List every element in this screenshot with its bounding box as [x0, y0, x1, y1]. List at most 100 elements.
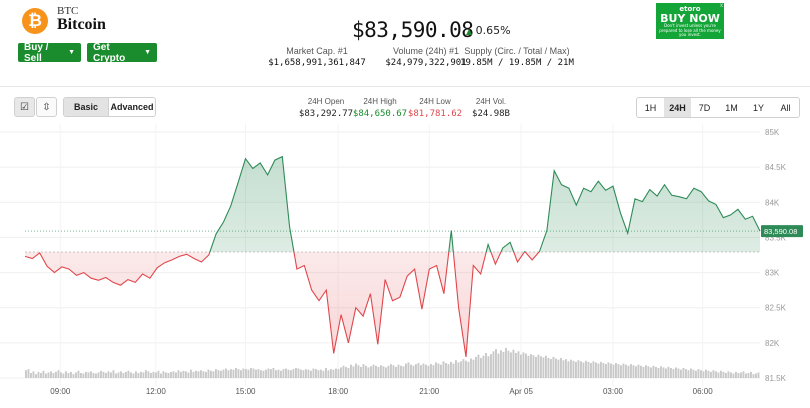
volume-bar — [170, 371, 172, 378]
advanced-mode-button[interactable]: Advanced — [108, 98, 155, 116]
volume-bar — [42, 370, 45, 378]
last-price-text: 83,590.08 — [764, 227, 797, 236]
bitcoin-logo-icon: ₿ — [22, 8, 48, 34]
volume-bar — [335, 368, 337, 378]
timeframe-24h[interactable]: 24H — [664, 98, 691, 117]
caret-down-icon: ▼ — [68, 49, 75, 56]
volume-bar — [600, 361, 602, 378]
volume-bar — [302, 370, 305, 378]
volume-bar — [415, 364, 417, 378]
volume-bar — [25, 370, 27, 378]
timeframe-all[interactable]: All — [780, 102, 791, 113]
get-crypto-button[interactable]: Get Crypto ▼ — [87, 41, 157, 64]
volume-bar — [602, 363, 605, 378]
price-change-pct: 0.65% — [475, 24, 511, 37]
volume-bar — [510, 352, 512, 378]
volume-bar — [427, 365, 430, 378]
supply-label: Supply (Circ. / Total / Max) — [464, 46, 570, 56]
volume-bar — [480, 358, 482, 378]
volume-bar — [462, 359, 465, 378]
volume-bar — [282, 369, 285, 378]
basic-mode-button[interactable]: Basic — [64, 98, 109, 116]
volume-bar — [140, 371, 142, 378]
volume-bar — [365, 365, 367, 378]
volume-bar — [402, 366, 405, 378]
volume-bar — [490, 354, 492, 378]
volume-bar — [712, 370, 715, 378]
ad-close-icon[interactable]: x — [720, 3, 723, 9]
volume-bar — [722, 371, 725, 378]
volume-bar — [107, 371, 110, 378]
volume-bar — [97, 372, 100, 378]
volume-bar — [392, 365, 395, 378]
volume-bar — [627, 365, 630, 378]
volume-bar — [220, 370, 222, 378]
timeframe-1h[interactable]: 1H — [644, 102, 657, 113]
chart-type-button[interactable]: ☑ — [14, 97, 35, 117]
volume-bar — [240, 370, 242, 378]
low-label: 24H Low — [419, 97, 451, 106]
volume-bar — [537, 354, 540, 378]
volume-bar — [515, 353, 517, 378]
timeframe-7d[interactable]: 7D — [698, 102, 711, 113]
volume-bar — [470, 358, 472, 378]
volume-bar — [157, 370, 160, 378]
volume-bar — [687, 370, 690, 378]
volume-bar — [477, 354, 480, 378]
timeframe-1m[interactable]: 1M — [725, 102, 738, 113]
volume-bar — [52, 373, 55, 378]
volume-bar — [742, 371, 745, 378]
volume-bar — [570, 359, 572, 378]
volume-bar — [472, 359, 475, 378]
volume-bar — [237, 369, 240, 378]
volume-bar — [60, 372, 62, 378]
volume-bar — [575, 361, 577, 378]
volume-bar — [540, 356, 542, 378]
volume-bar — [337, 369, 340, 378]
volume-bar — [610, 363, 612, 378]
volume-bar — [412, 365, 415, 378]
volume-bar — [122, 373, 125, 378]
get-crypto-label: Get Crypto — [93, 41, 126, 64]
volume-bar — [160, 373, 162, 378]
volume-bar — [432, 365, 435, 378]
volume-bar — [27, 369, 30, 378]
volume-bar — [542, 357, 545, 378]
volume-bar — [380, 365, 382, 378]
volume-bar — [112, 370, 115, 378]
volume-bar — [132, 373, 135, 378]
buy-sell-button[interactable]: Buy / Sell ▼ — [18, 42, 81, 64]
volume-bar — [650, 367, 652, 378]
volume-bar — [345, 366, 347, 378]
etoro-ad-banner[interactable]: x etoro BUY NOW Don't invest unless you'… — [656, 3, 724, 39]
compare-button[interactable]: ⇳ — [36, 97, 57, 117]
y-tick-label: 83K — [765, 269, 780, 278]
volume-bar — [580, 361, 582, 378]
volume-bar — [320, 369, 322, 378]
volume-bar — [180, 371, 182, 378]
volume-bar — [442, 361, 445, 378]
volume-bar — [397, 364, 400, 378]
volume-bar — [525, 353, 527, 378]
price-chart[interactable]: 85K 84.5K 84K 83.5K 83K 82.5K 82K 81.5K 09:00 12… — [0, 124, 810, 408]
volume-bar — [270, 369, 272, 378]
volume-bar — [550, 359, 552, 378]
volume-bar — [372, 364, 375, 378]
y-tick-label: 81.5K — [765, 374, 787, 383]
volume-bar — [595, 362, 597, 378]
volume-bar — [65, 371, 67, 378]
timeframe-1y[interactable]: 1Y — [752, 102, 764, 113]
volume-bar — [150, 373, 152, 378]
volume-bar — [325, 368, 327, 378]
volume-bar — [577, 360, 580, 378]
volume-bar — [35, 374, 37, 378]
volume-bar — [192, 371, 195, 378]
volume-bar — [530, 354, 532, 378]
volume-bar — [615, 363, 617, 378]
volume-bar — [30, 373, 32, 378]
volume-bar — [437, 363, 440, 378]
volume-bar — [637, 364, 640, 378]
volume-bar — [207, 369, 210, 378]
volume-bar — [267, 368, 270, 378]
volume-bar — [152, 371, 155, 378]
